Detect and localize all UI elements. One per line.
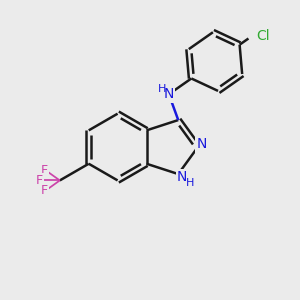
Text: H: H [158, 84, 166, 94]
Text: N: N [164, 87, 174, 101]
Text: F: F [40, 184, 48, 197]
Text: F: F [36, 174, 43, 187]
Text: N: N [196, 137, 207, 151]
Text: Cl: Cl [256, 29, 270, 43]
Text: F: F [40, 164, 48, 177]
Text: N: N [177, 170, 188, 184]
Text: H: H [186, 178, 194, 188]
